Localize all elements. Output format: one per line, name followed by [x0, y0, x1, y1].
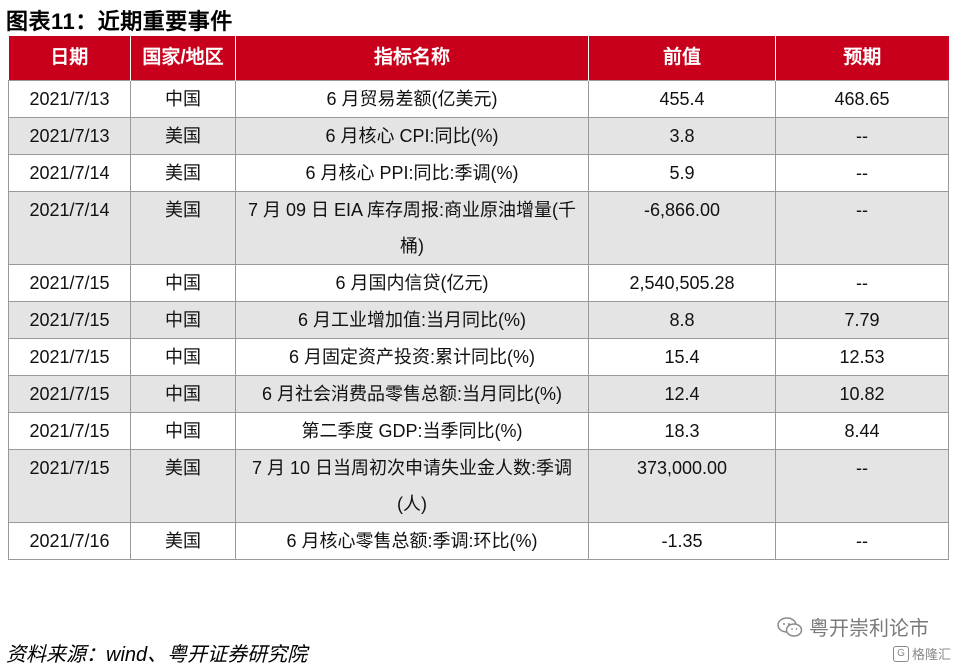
cell-indicator: 6 月贸易差额(亿美元) — [235, 80, 589, 118]
table-row: 2021/7/15 美国 7 月 10 日当周初次申请失业金人数:季调(人) 373,… — [8, 449, 949, 523]
cell-forecast: -- — [775, 264, 949, 302]
cell-date: 2021/7/15 — [8, 301, 131, 339]
table-row: 2021/7/13 美国 6 月核心 CPI:同比(%) 3.8 -- — [8, 117, 949, 155]
cell-indicator: 6 月核心 PPI:同比:季调(%) — [235, 154, 589, 192]
logo-text: 格隆汇 — [911, 647, 951, 662]
table-row: 2021/7/15 中国 6 月固定资产投资:累计同比(%) 15.4 12.53 — [8, 338, 949, 376]
cell-indicator: 6 月核心 CPI:同比(%) — [235, 117, 589, 155]
cell-forecast: -- — [775, 522, 949, 560]
cell-country: 美国 — [130, 522, 236, 560]
table-header: 日期 国家/地区 指标名称 前值 预期 — [8, 36, 949, 81]
cell-previous: 373,000.00 — [588, 449, 776, 523]
table-row: 2021/7/15 中国 第二季度 GDP:当季同比(%) 18.3 8.44 — [8, 412, 949, 450]
cell-indicator: 7 月 09 日 EIA 库存周报:商业原油增量(千桶) — [235, 191, 589, 265]
cell-previous: -6,866.00 — [588, 191, 776, 265]
watermark: 粤开崇利论市 — [777, 612, 929, 641]
cell-date: 2021/7/15 — [8, 264, 131, 302]
source-note: 资料来源：wind、粤开证券研究院 — [6, 644, 308, 666]
logo-mark-icon: G — [892, 645, 909, 662]
header-row: 日期 国家/地区 指标名称 前值 预期 — [8, 36, 949, 81]
table-row: 2021/7/16 美国 6 月核心零售总额:季调:环比(%) -1.35 -- — [8, 522, 949, 560]
cell-indicator: 第二季度 GDP:当季同比(%) — [235, 412, 589, 450]
cell-country: 中国 — [130, 80, 236, 118]
cell-date: 2021/7/14 — [8, 154, 131, 192]
cell-country: 美国 — [130, 117, 236, 155]
cell-indicator: 6 月工业增加值:当月同比(%) — [235, 301, 589, 339]
cell-forecast: 8.44 — [775, 412, 949, 450]
events-table-container: 日期 国家/地区 指标名称 前值 预期 2021/7/13 中国 6 月贸易差额(亿… — [8, 36, 949, 560]
cell-previous: -1.35 — [588, 522, 776, 560]
cell-indicator: 6 月国内信贷(亿元) — [235, 264, 589, 302]
header-indicator: 指标名称 — [235, 36, 589, 81]
cell-date: 2021/7/14 — [8, 191, 131, 265]
table-row: 2021/7/15 中国 6 月工业增加值:当月同比(%) 8.8 7.79 — [8, 301, 949, 339]
cell-previous: 3.8 — [588, 117, 776, 155]
cell-country: 中国 — [130, 375, 236, 413]
events-table: 日期 国家/地区 指标名称 前值 预期 2021/7/13 中国 6 月贸易差额(亿… — [8, 36, 949, 560]
table-row: 2021/7/13 中国 6 月贸易差额(亿美元) 455.4 468.65 — [8, 80, 949, 118]
cell-indicator: 7 月 10 日当周初次申请失业金人数:季调(人) — [235, 449, 589, 523]
table-body: 2021/7/13 中国 6 月贸易差额(亿美元) 455.4 468.65 2021/7… — [8, 80, 949, 560]
cell-country: 中国 — [130, 301, 236, 339]
header-previous: 前值 — [588, 36, 776, 81]
cell-forecast: 468.65 — [775, 80, 949, 118]
cell-forecast: -- — [775, 117, 949, 155]
cell-previous: 8.8 — [588, 301, 776, 339]
table-row: 2021/7/15 中国 6 月国内信贷(亿元) 2,540,505.28 -- — [8, 264, 949, 302]
table-row: 2021/7/14 美国 6 月核心 PPI:同比:季调(%) 5.9 -- — [8, 154, 949, 192]
cell-forecast: 12.53 — [775, 338, 949, 376]
cell-forecast: -- — [775, 191, 949, 265]
page-title: 图表11：近期重要事件 — [6, 9, 233, 34]
cell-country: 美国 — [130, 449, 236, 523]
cell-indicator: 6 月核心零售总额:季调:环比(%) — [235, 522, 589, 560]
cell-date: 2021/7/16 — [8, 522, 131, 560]
cell-previous: 2,540,505.28 — [588, 264, 776, 302]
cell-date: 2021/7/13 — [8, 117, 131, 155]
header-forecast: 预期 — [775, 36, 949, 81]
cell-previous: 455.4 — [588, 80, 776, 118]
cell-previous: 18.3 — [588, 412, 776, 450]
cell-date: 2021/7/15 — [8, 449, 131, 523]
cell-date: 2021/7/13 — [8, 80, 131, 118]
watermark-text: 粤开崇利论市 — [809, 618, 929, 640]
gelonghui-logo: G 格隆汇 — [892, 644, 951, 663]
header-country: 国家/地区 — [130, 36, 236, 81]
cell-country: 中国 — [130, 412, 236, 450]
cell-indicator: 6 月社会消费品零售总额:当月同比(%) — [235, 375, 589, 413]
cell-date: 2021/7/15 — [8, 375, 131, 413]
cell-date: 2021/7/15 — [8, 412, 131, 450]
table-row: 2021/7/14 美国 7 月 09 日 EIA 库存周报:商业原油增量(千桶) -… — [8, 191, 949, 265]
cell-previous: 5.9 — [588, 154, 776, 192]
cell-country: 美国 — [130, 154, 236, 192]
cell-previous: 15.4 — [588, 338, 776, 376]
cell-forecast: 7.79 — [775, 301, 949, 339]
cell-forecast: -- — [775, 154, 949, 192]
cell-country: 中国 — [130, 264, 236, 302]
header-date: 日期 — [8, 36, 131, 81]
cell-indicator: 6 月固定资产投资:累计同比(%) — [235, 338, 589, 376]
cell-forecast: -- — [775, 449, 949, 523]
cell-country: 中国 — [130, 338, 236, 376]
cell-previous: 12.4 — [588, 375, 776, 413]
cell-date: 2021/7/15 — [8, 338, 131, 376]
cell-country: 美国 — [130, 191, 236, 265]
cell-forecast: 10.82 — [775, 375, 949, 413]
table-row: 2021/7/15 中国 6 月社会消费品零售总额:当月同比(%) 12.4 10.82 — [8, 375, 949, 413]
wechat-icon — [777, 616, 803, 638]
